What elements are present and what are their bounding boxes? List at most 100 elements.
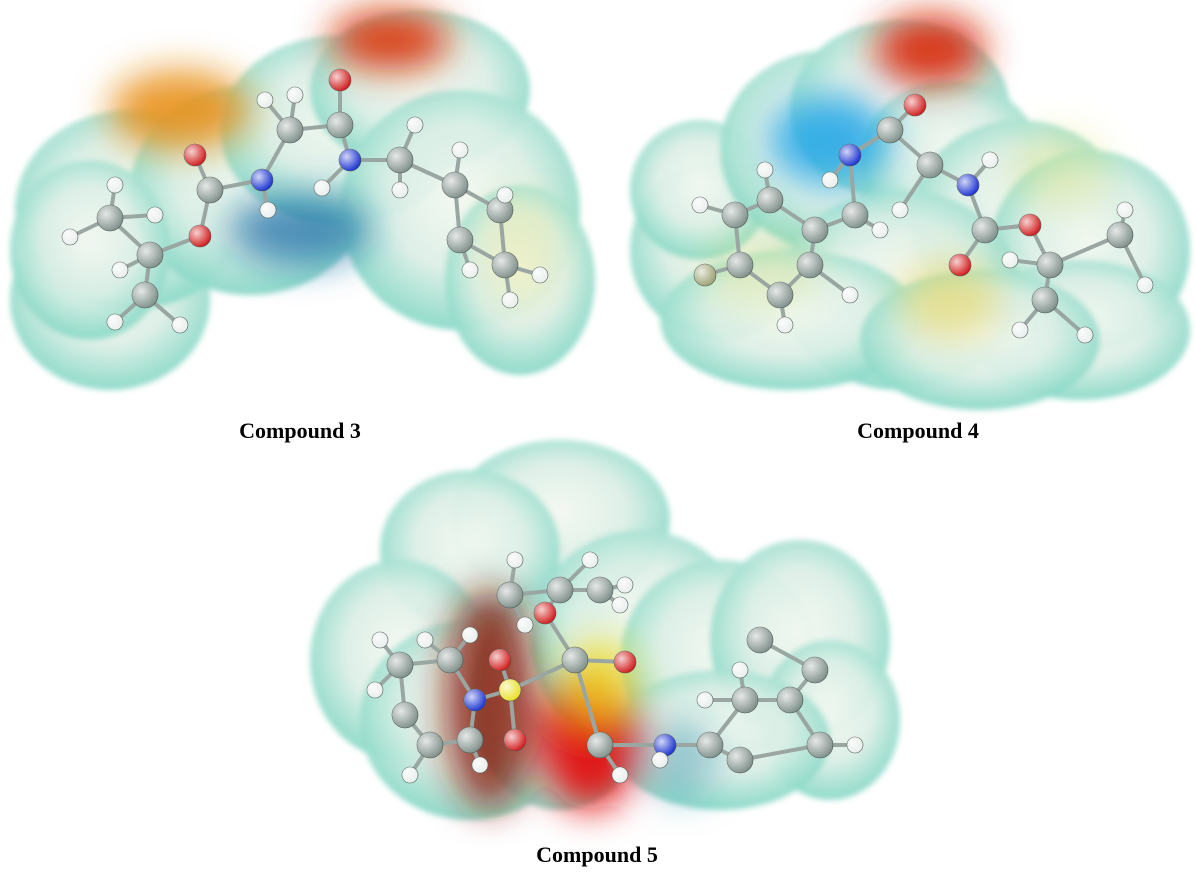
atom-shine [499, 679, 521, 701]
bond [739, 743, 821, 762]
atom-shine [652, 752, 668, 768]
caption: Compound 3 [239, 418, 361, 443]
compound-5-image [310, 440, 900, 820]
potential-patch [230, 195, 370, 265]
atom-shine [587, 732, 613, 758]
atom-shine [727, 747, 753, 773]
atom-shine [727, 252, 753, 278]
compound-4-image [630, 15, 1190, 410]
caption: Compound 5 [536, 842, 658, 867]
atom-shine [1019, 214, 1041, 236]
atom-shine [260, 202, 276, 218]
atom-shine [462, 262, 478, 278]
atom-shine [402, 767, 418, 783]
atom-shine [327, 112, 353, 138]
atom-shine [1037, 252, 1063, 278]
atom-shine [732, 687, 758, 713]
atom-shine [654, 734, 676, 756]
atom-shine [957, 174, 979, 196]
atom-shine [107, 314, 123, 330]
atom-shine [747, 627, 773, 653]
atom-shine [797, 252, 823, 278]
atom-shine [387, 652, 413, 678]
atom-shine [492, 252, 518, 278]
atom-shine [1077, 327, 1093, 343]
potential-patch [900, 260, 1000, 340]
atom-shine [767, 282, 793, 308]
atom-shine [507, 552, 523, 568]
atom-shine [462, 627, 478, 643]
atom-shine [417, 632, 433, 648]
potential-patches [110, 10, 560, 310]
atom-shine [892, 202, 908, 218]
atom-shine [1107, 222, 1133, 248]
atom-shine [251, 169, 273, 191]
atom-shine [802, 657, 828, 683]
atom-shine [447, 227, 473, 253]
atom-shine [487, 197, 513, 223]
potential-patch [875, 15, 985, 85]
atom-shine [614, 651, 636, 673]
atom-shine [807, 732, 833, 758]
atom-shine [904, 94, 926, 116]
atom-shine [392, 702, 418, 728]
potential-patch [445, 590, 535, 810]
atom-shine [612, 597, 628, 613]
surface-lobe [10, 160, 170, 340]
atom-shine [777, 687, 803, 713]
atom-shine [697, 732, 723, 758]
atom-shine [189, 225, 211, 247]
atom-shine [197, 177, 223, 203]
atom-shine [417, 732, 443, 758]
atom-shine [1032, 287, 1058, 313]
atom-shine [437, 647, 463, 673]
atom-shine [387, 147, 413, 173]
atom-shine [287, 87, 303, 103]
atom-shine [367, 682, 383, 698]
atom-shine [464, 689, 486, 711]
atom-shine [147, 207, 163, 223]
atom-shine [392, 182, 408, 198]
atom-shine [132, 282, 158, 308]
atom-shine [982, 152, 998, 168]
atom-shine [534, 602, 556, 624]
atom-shine [107, 177, 123, 193]
potential-patch [1010, 130, 1110, 210]
atom-shine [547, 577, 573, 603]
atom-shine [1002, 252, 1018, 268]
atom-shine [697, 692, 713, 708]
atom-shine [732, 662, 748, 678]
atom-shine [757, 187, 783, 213]
atom-shine [504, 729, 526, 751]
potential-patch [330, 10, 450, 70]
atom-shine [452, 142, 468, 158]
atom-shine [1137, 277, 1153, 293]
compound-3-image [10, 10, 595, 390]
atom-shine [587, 577, 613, 603]
atom-shine [802, 217, 828, 243]
atom-shine [497, 187, 513, 203]
atom-shine [692, 197, 708, 213]
bond [573, 659, 602, 746]
potential-patches [700, 15, 1110, 340]
atom-shine [472, 757, 488, 773]
atom-shine [62, 229, 78, 245]
atom-shine [842, 287, 858, 303]
atom-shine [442, 172, 468, 198]
atom-shine [1012, 322, 1028, 338]
atom-shine [372, 632, 388, 648]
atom-shine [722, 202, 748, 228]
atom-shine [617, 577, 633, 593]
atom-shine [184, 144, 206, 166]
atom-shine [872, 222, 888, 238]
caption: Compound 4 [857, 418, 979, 443]
atom-shine [112, 262, 128, 278]
atom-shine [277, 117, 303, 143]
atom-shine [172, 317, 188, 333]
atom-shine [562, 647, 588, 673]
atom-shine [457, 727, 483, 753]
atom-shine [612, 767, 628, 783]
potential-patch [110, 70, 250, 150]
